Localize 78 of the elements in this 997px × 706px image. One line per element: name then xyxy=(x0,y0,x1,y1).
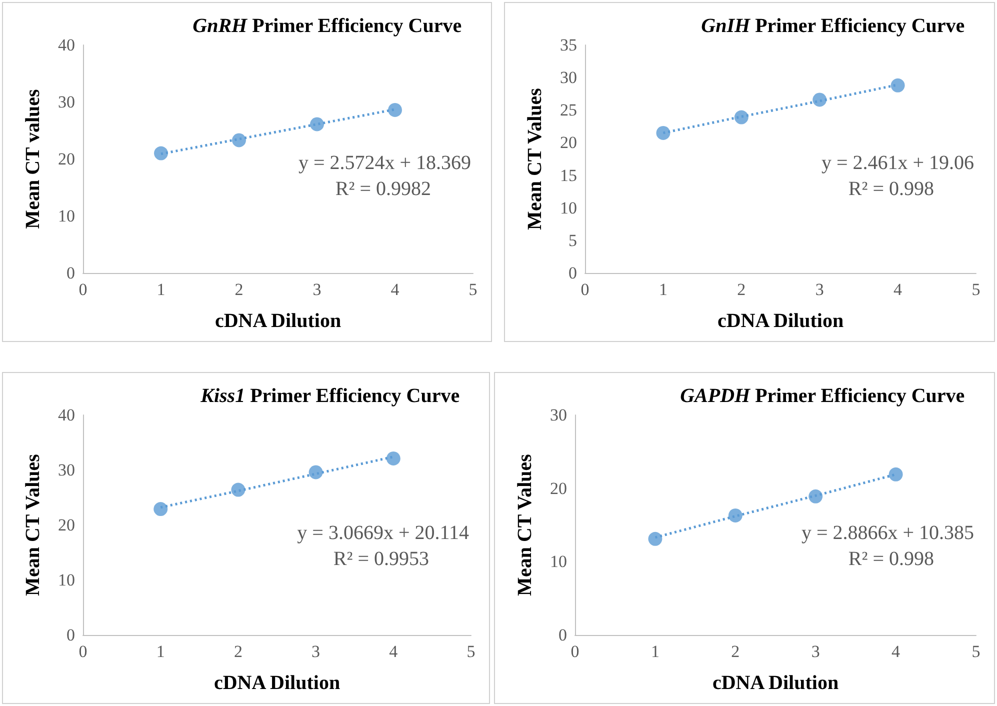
point xyxy=(656,126,670,140)
y-tick-label: 40 xyxy=(58,36,75,54)
x-tick-label: 3 xyxy=(312,642,320,661)
x-tick-label: 1 xyxy=(156,280,166,299)
x-tick-label: 0 xyxy=(78,642,88,661)
point xyxy=(310,117,324,132)
x-tick-label: 3 xyxy=(312,280,322,299)
x-tick-label: 5 xyxy=(468,280,478,299)
annotation: y = 2.5724x + 18.369 xyxy=(298,152,471,174)
x-tick-label: 0 xyxy=(78,280,88,299)
y-tick-label: 30 xyxy=(560,68,577,88)
x-tick-label: 2 xyxy=(731,642,740,661)
y-tick-label: 10 xyxy=(58,570,75,590)
annotation: R² = 0.9953 xyxy=(333,548,430,570)
x-tick-label: 3 xyxy=(815,280,824,299)
y-tick-label: 0 xyxy=(568,264,577,282)
x-tick-label: 2 xyxy=(234,280,244,299)
chart-title: GnRH Primer Efficiency Curve xyxy=(192,15,462,37)
x-tick-label: 5 xyxy=(466,642,476,661)
annotation: R² = 0.998 xyxy=(848,178,934,200)
y-tick-label: 25 xyxy=(560,100,577,120)
point xyxy=(231,482,246,497)
chart-title: GnIH Primer Efficiency Curve xyxy=(701,15,965,37)
point xyxy=(388,102,402,117)
annotation: y = 2.8866x + 10.385 xyxy=(801,522,974,544)
y-tick-label: 10 xyxy=(550,552,567,572)
x-tick-label: 5 xyxy=(972,642,980,661)
chart-title: GAPDH Primer Efficiency Curve xyxy=(680,385,965,407)
y-tick-label: 30 xyxy=(58,92,75,112)
x-tick-label: 2 xyxy=(737,280,746,299)
y-tick-label: 40 xyxy=(58,406,75,424)
y-axis-title: Mean CT Values xyxy=(22,454,44,596)
x-tick-label: 0 xyxy=(580,280,590,299)
annotation: R² = 0.9982 xyxy=(335,178,432,200)
x-axis-title: cDNA Dilution xyxy=(214,672,340,694)
x-tick-label: 3 xyxy=(811,642,820,661)
y-tick-label: 20 xyxy=(550,478,567,498)
y-tick-label: 35 xyxy=(560,36,577,54)
x-tick-label: 4 xyxy=(892,642,901,661)
point xyxy=(648,532,662,546)
y-axis-title: Mean CT Values xyxy=(524,88,546,230)
x-tick-label: 4 xyxy=(894,280,903,299)
y-tick-label: 0 xyxy=(66,626,75,644)
point xyxy=(728,508,742,522)
annotation: y = 2.461x + 19.06 xyxy=(821,152,974,174)
y-tick-label: 0 xyxy=(558,626,567,644)
y-tick-label: 30 xyxy=(550,406,567,424)
y-tick-label: 10 xyxy=(58,206,75,226)
annotation: y = 3.0669x + 20.114 xyxy=(297,522,470,544)
point xyxy=(308,465,323,480)
x-tick-label: 4 xyxy=(389,642,398,661)
x-tick-label: 2 xyxy=(234,642,242,661)
y-tick-label: 20 xyxy=(58,150,75,168)
x-axis-title: cDNA Dilution xyxy=(712,672,839,694)
point xyxy=(154,146,168,160)
x-tick-label: 1 xyxy=(658,280,668,299)
point xyxy=(154,502,168,516)
x-tick-label: 4 xyxy=(390,280,400,299)
point xyxy=(888,467,903,482)
annotation: R² = 0.998 xyxy=(848,548,934,570)
y-tick-label: 5 xyxy=(568,230,577,250)
x-axis-title: cDNA Dilution xyxy=(214,310,342,332)
x-tick-label: 5 xyxy=(972,280,980,299)
y-tick-label: 20 xyxy=(58,516,75,534)
x-tick-label: 1 xyxy=(156,642,165,661)
x-axis-title: cDNA Dilution xyxy=(717,310,844,332)
y-axis-title: Mean CT Values xyxy=(514,454,536,596)
y-tick-label: 15 xyxy=(560,166,577,185)
y-tick-label: 20 xyxy=(560,133,577,152)
point xyxy=(386,451,400,466)
y-tick-label: 10 xyxy=(560,198,577,218)
chart-title: Kiss1 Primer Efficiency Curve xyxy=(200,385,460,407)
y-axis-title: Mean CT values xyxy=(22,88,44,229)
y-tick-label: 30 xyxy=(58,460,75,480)
point xyxy=(890,78,905,92)
point xyxy=(232,133,246,148)
x-tick-label: 1 xyxy=(650,642,660,661)
y-tick-label: 0 xyxy=(66,264,75,282)
